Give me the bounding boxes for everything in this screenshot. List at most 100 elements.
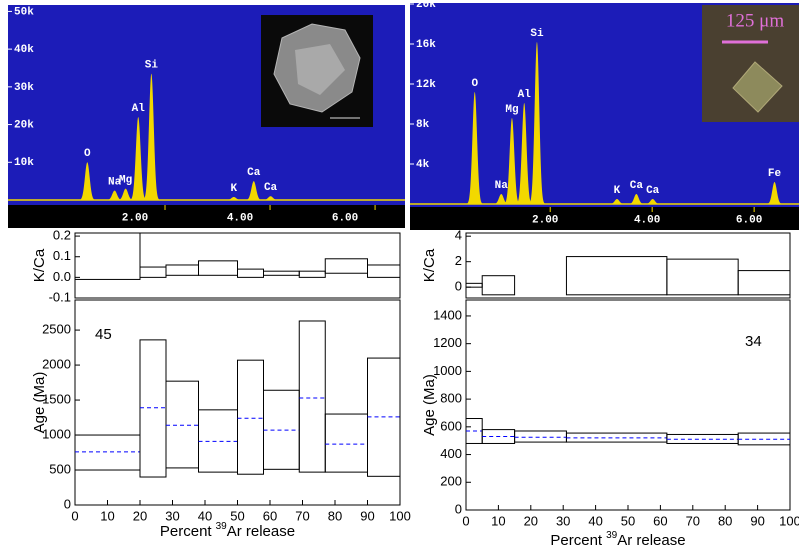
- peak-label: Mg: [119, 175, 132, 187]
- peak-label: Na: [495, 180, 509, 192]
- spectrum-peak: [244, 181, 264, 200]
- grain-texture: [295, 44, 345, 95]
- y-axis-label: Age (Ma): [31, 372, 48, 434]
- y-tick-label: 500: [49, 461, 71, 476]
- plot-frame: [465, 299, 791, 511]
- x-tick-label: 30: [165, 508, 179, 523]
- y-tick-label: 600: [440, 418, 462, 433]
- peak-label: Si: [530, 28, 544, 40]
- y-tick-label: 0: [455, 501, 462, 516]
- energy-axis-bar: [410, 207, 799, 230]
- peak-label: Si: [145, 60, 159, 72]
- x-tick-label: 10: [100, 508, 114, 523]
- steps: [466, 418, 790, 446]
- x-axis-label: Percent 39Ar release: [160, 521, 295, 540]
- spectrum-peak: [128, 117, 148, 200]
- spectrum-peak: [77, 162, 97, 200]
- step-box: [75, 233, 141, 280]
- step-box: [481, 275, 516, 296]
- x-tick-label: 40: [198, 508, 212, 523]
- step-box: [75, 434, 141, 471]
- spectrum-peak: [105, 190, 125, 200]
- x-tick-label: 20: [133, 508, 147, 523]
- spectrum-peak: [765, 182, 784, 204]
- step-box: [263, 270, 300, 276]
- y-tick-label: 40k: [14, 44, 34, 56]
- peak-label: Ca: [646, 185, 660, 197]
- step-box: [139, 339, 167, 478]
- y-tick-label: 1000: [433, 363, 462, 378]
- x-tick-label: 4.00: [227, 212, 253, 224]
- y-tick-label: 4k: [416, 159, 430, 171]
- spectrum-peak: [527, 42, 547, 204]
- steps: [75, 233, 400, 280]
- scale-label: 125 μm: [726, 10, 784, 31]
- spectrum-peak: [141, 73, 161, 200]
- spectrum-peak: [116, 188, 136, 200]
- x-tick-label: 90: [750, 513, 764, 528]
- spectrum-peak: [492, 194, 511, 204]
- energy-axis-bar: [8, 205, 405, 228]
- y-axis-label: Age (Ma): [421, 374, 438, 436]
- spectrum-peak: [465, 92, 484, 204]
- spectrum-peak: [224, 196, 244, 200]
- peak-label: K: [614, 185, 621, 197]
- annotation: 34: [745, 333, 762, 350]
- step-box: [324, 258, 368, 274]
- spectrum-peak: [261, 196, 281, 200]
- peak-label: Ca: [630, 180, 644, 192]
- x-tick-label: 100: [779, 513, 799, 528]
- peak-label: Al: [132, 103, 146, 115]
- peak-label: K: [231, 183, 238, 195]
- x-tick-label: 90: [360, 508, 374, 523]
- x-tick-label: 70: [295, 508, 309, 523]
- x-tick-label: 10: [491, 513, 505, 528]
- peak-label: Na: [108, 176, 122, 188]
- x-axis-label-text: Ar release: [617, 532, 685, 549]
- crystal-image: [732, 61, 783, 113]
- x-tick-label: 30: [556, 513, 570, 528]
- y-tick-label: 20k: [416, 0, 436, 11]
- y-axis-label: K/Ca: [31, 248, 48, 282]
- x-tick-label: 80: [718, 513, 732, 528]
- step-box: [367, 264, 400, 278]
- x-tick-label: 40: [588, 513, 602, 528]
- x-tick-label: 100: [389, 508, 411, 523]
- y-tick-label: 20k: [14, 119, 34, 131]
- step-box: [298, 320, 326, 473]
- spectrum-peak: [607, 199, 627, 204]
- x-tick-label: 50: [621, 513, 635, 528]
- y-tick-label: 8k: [416, 119, 430, 131]
- x-tick-label: 50: [230, 508, 244, 523]
- y-tick-label: 0.1: [53, 248, 71, 263]
- y-tick-label: 4: [455, 228, 462, 243]
- step-box: [237, 268, 264, 278]
- step-box: [466, 282, 483, 288]
- x-tick-label: 80: [328, 508, 342, 523]
- peak-label: O: [84, 148, 91, 160]
- x-tick-label: 2.00: [532, 214, 558, 226]
- x-axis-label: Percent 39Ar release: [550, 530, 685, 549]
- y-tick-label: 12k: [416, 79, 436, 91]
- y-tick-label: 0: [64, 496, 71, 511]
- peak-label: Al: [518, 89, 532, 101]
- x-tick-label: 70: [686, 513, 700, 528]
- x-axis-label-text: Percent: [550, 532, 603, 549]
- x-axis-label-text: Ar release: [227, 523, 295, 540]
- step-box: [737, 270, 790, 296]
- step-box: [198, 260, 238, 276]
- spectrum-peak: [515, 103, 534, 204]
- step-box: [666, 258, 739, 296]
- step-box: [165, 380, 199, 469]
- peak-label: Fe: [768, 168, 782, 180]
- x-tick-label: 0: [71, 508, 78, 523]
- x-axis-label-text: Percent: [160, 523, 213, 540]
- steps: [466, 256, 790, 296]
- peak-label: O: [471, 78, 478, 90]
- peak-label: Mg: [505, 104, 518, 116]
- x-tick-label: 6.00: [736, 214, 762, 226]
- y-tick-label: 2000: [42, 357, 71, 372]
- x-tick-label: 20: [524, 513, 538, 528]
- y-tick-label: 200: [440, 474, 462, 489]
- y-tick-label: 16k: [416, 39, 436, 51]
